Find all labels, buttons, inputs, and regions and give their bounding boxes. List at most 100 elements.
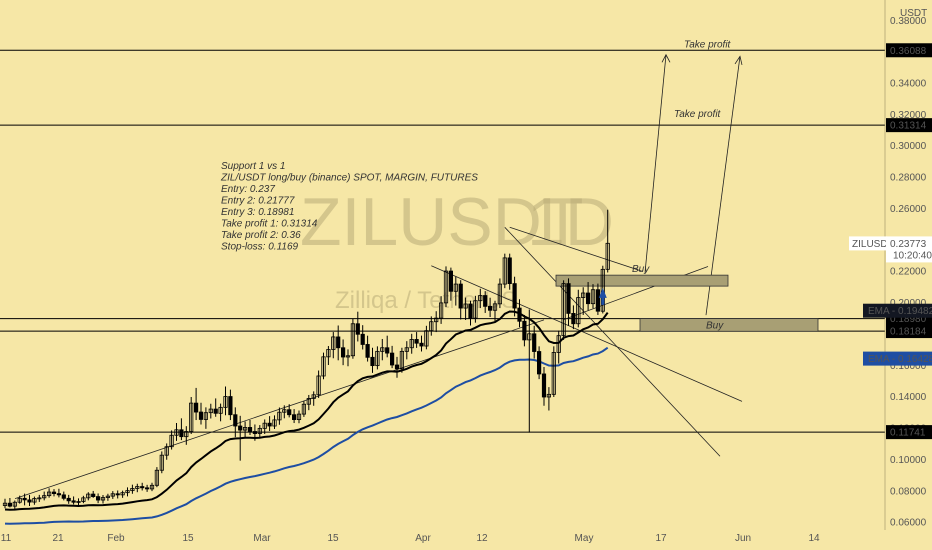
candle-body-up: [159, 454, 164, 471]
ema-lines: [4, 310, 609, 525]
ema-tag-box: [863, 303, 932, 318]
candle-body-down: [179, 429, 184, 438]
candle-body-up: [311, 394, 316, 399]
candle-body-up: [76, 501, 81, 503]
candle-body-down: [448, 270, 454, 292]
candle-body-down: [287, 409, 292, 416]
annotation-line: Support 1 vs 1: [221, 161, 285, 172]
y-tick-label: 0.14000: [890, 392, 927, 403]
y-tick-label: 0.08000: [890, 486, 927, 497]
candle-body-up: [125, 490, 130, 494]
candle-body-up: [316, 375, 321, 396]
price-axis-background: [885, 0, 932, 550]
candle-body-up: [399, 350, 405, 370]
price-tag-countdown: 10:20:40: [893, 250, 932, 261]
candle-body-down: [193, 402, 199, 413]
candle-body-up: [380, 347, 385, 352]
annotation-line: Entry 3: 0.18981: [221, 207, 294, 218]
y-tick-label: 0.26000: [890, 204, 927, 215]
price-tag-box: [886, 236, 932, 263]
level-tag-label: 0.18184: [890, 327, 927, 338]
candle-body-down: [360, 333, 365, 345]
annotation-line: Take profit 2: 0.36: [221, 230, 301, 241]
candle-body-up: [409, 339, 414, 349]
ema-tag-box: [863, 351, 932, 366]
candle-body-down: [532, 333, 537, 352]
candle-body-down: [586, 292, 591, 305]
trend-line: [504, 227, 721, 457]
candle-body-up: [502, 257, 507, 285]
candle-body-up: [135, 486, 140, 489]
annotation-line: Stop-loss: 0.1169: [221, 242, 299, 253]
candle-body-up: [262, 422, 267, 429]
candle-body-down: [419, 342, 424, 347]
annotation-line: Take profit 1: 0.31314: [221, 219, 318, 230]
x-tick-label: 21: [52, 533, 64, 544]
candle-body-up: [164, 446, 169, 456]
candle-body-down: [512, 283, 517, 309]
candle-body-down: [91, 493, 96, 497]
level-tag-box: [886, 118, 932, 133]
candle-body-down: [340, 347, 346, 358]
candle-body-up: [189, 402, 194, 432]
buy-signal-arrow: [598, 287, 607, 305]
candle-body-down: [96, 496, 101, 501]
candle-body-up: [120, 492, 125, 496]
candle-body-down: [517, 307, 522, 322]
candle-body-down: [522, 320, 527, 341]
candle-body-down: [71, 500, 76, 503]
price-tag-value: 0.23773: [890, 239, 927, 250]
candle-body-down: [541, 373, 547, 398]
candle-body-up: [105, 495, 110, 498]
candle-body-up: [149, 484, 155, 490]
x-tick-label: Feb: [107, 533, 125, 544]
y-tick-label: 0.30000: [890, 141, 927, 152]
annotation-line: ZIL/USDT long/buy (binance) SPOT, MARGIN…: [220, 173, 478, 184]
candle-body-up: [242, 427, 248, 431]
candle-body-up: [296, 413, 302, 420]
candle-body-up: [2, 502, 8, 506]
candle-body-down: [571, 313, 576, 325]
buy-zone-upper-label: Buy: [632, 264, 650, 275]
ema-tag-label: EMA - 0.19482: [868, 306, 932, 317]
candle-body-up: [203, 412, 208, 420]
candle-body-down: [51, 491, 57, 495]
x-tick-label: 15: [327, 533, 339, 544]
x-tick-label: 12: [476, 533, 488, 544]
candle-body-up: [306, 398, 311, 405]
candle-body-up: [277, 411, 282, 421]
candle-body-down: [27, 499, 32, 503]
level-tag-label: 0.36088: [890, 46, 927, 57]
candle-body-up: [424, 330, 429, 347]
candle-body-down: [389, 352, 395, 366]
symbol-tag-label: ZILUSDT: [852, 239, 894, 250]
candle-body-down: [56, 493, 62, 496]
x-tick-label: 17: [655, 533, 667, 544]
candle-body-up: [223, 396, 228, 408]
candle-body-down: [355, 323, 360, 335]
candle-body-up: [32, 498, 37, 503]
ema-tag-label: EMA - 0.16428: [868, 354, 932, 365]
candle-body-up: [110, 493, 115, 497]
candle-body-down: [394, 364, 400, 370]
candle-body-up: [326, 349, 331, 358]
take-profit-arrow-line: [705, 56, 741, 316]
candle-body-up: [443, 270, 449, 304]
level-tag-label: 0.31314: [890, 121, 927, 132]
y-tick-label: 0.16000: [890, 361, 927, 372]
candle-body-up: [301, 403, 307, 415]
level-tag-label: 0.11741: [890, 428, 926, 439]
candle-body-up: [130, 488, 135, 492]
take-profit-lower-label: Take profit: [674, 109, 722, 120]
candle-body-down: [61, 494, 66, 499]
candle-body-down: [22, 497, 27, 501]
candle-body-down: [507, 257, 512, 285]
candle-body-up: [272, 419, 277, 427]
candle-body-up: [81, 497, 86, 502]
candle-body-down: [66, 497, 71, 502]
candle-body-down: [336, 336, 341, 349]
candle-body-down: [228, 396, 233, 416]
candle-body-up: [321, 356, 326, 377]
y-tick-label: 0.06000: [890, 518, 927, 529]
